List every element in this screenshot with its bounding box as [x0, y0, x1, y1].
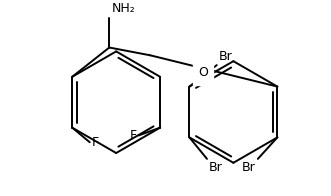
Text: Br: Br: [242, 161, 256, 174]
Text: NH₂: NH₂: [111, 2, 135, 15]
Text: Br: Br: [209, 161, 223, 174]
Text: O: O: [198, 66, 208, 79]
Text: Br: Br: [219, 50, 232, 63]
Text: F: F: [130, 129, 137, 142]
Text: F: F: [92, 136, 99, 149]
